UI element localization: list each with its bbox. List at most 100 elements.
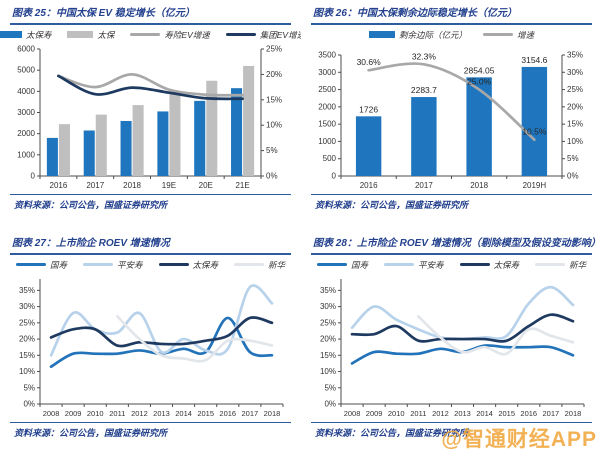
legend-item: 太保 xyxy=(67,29,114,41)
y-left-tick-label: 5000 xyxy=(17,66,35,75)
y-left-tick-label: 0% xyxy=(23,400,35,409)
bar xyxy=(243,65,255,176)
y-left-tick-label: 25% xyxy=(320,318,336,327)
bar xyxy=(58,124,70,176)
y-right-tick-label: 15% xyxy=(567,120,583,129)
figure-27-chart: 0% 5% 10% 15% 20% 25% 30% 35% 2008 2009 2010 2011 20… xyxy=(19,279,284,418)
title-divider xyxy=(10,23,291,25)
x-tick-label: 2008 xyxy=(344,409,361,418)
x-tick-label: 2017 xyxy=(86,181,104,190)
legend-item: 新华 xyxy=(234,259,285,271)
bar xyxy=(169,92,181,176)
x-tick-label: 2009 xyxy=(366,409,383,418)
legend-label: 集团EV增速 xyxy=(259,29,301,40)
legend-bar-swatch xyxy=(67,31,94,38)
x-tick-label: 20E xyxy=(199,181,213,190)
bar xyxy=(132,105,144,176)
legend-item: 新华 xyxy=(535,259,586,271)
legend-item: 国寿 xyxy=(15,259,67,271)
legend-label: 太保寿 xyxy=(192,259,219,270)
y-left-tick-label: 35% xyxy=(320,286,336,295)
y-left-tick-label: 2000 xyxy=(318,102,336,111)
x-tick-label: 2015 xyxy=(197,409,214,418)
legend-line-swatch xyxy=(459,263,490,266)
legend-line-swatch xyxy=(316,263,347,266)
legend-label: 国寿 xyxy=(350,259,368,270)
series-line-2 xyxy=(49,316,274,348)
figure-25-panel: 图表 25：中国太保 EV 稳定增长（亿元） 太保寿 太保 寿险EV增速 集团EV增速… xyxy=(0,0,301,230)
y-left-tick-label: 3500 xyxy=(318,51,336,60)
legend-label: 平安寿 xyxy=(116,259,143,270)
bar-series-1 xyxy=(58,65,255,176)
y-right-tick-label: 10% xyxy=(266,121,282,130)
legend-line-swatch xyxy=(535,263,566,266)
y-left-tick-label: 0% xyxy=(324,400,336,409)
bar-value-label: 2283.7 xyxy=(411,85,437,95)
title-divider xyxy=(311,253,592,255)
line-value-label: 10.5% xyxy=(522,127,547,137)
y-right-tick-label: 0% xyxy=(266,172,278,181)
figure-25-chart: 0 1000 2000 3000 4000 5000 6000 0% 5% 10% 15% 20% 25… xyxy=(17,45,282,191)
series-line-0 xyxy=(367,62,536,142)
y-left-tick-label: 4000 xyxy=(17,87,35,96)
legend-label: 太保 xyxy=(97,29,115,40)
y-right-tick-label: 25% xyxy=(266,45,282,54)
y-left-tick-label: 35% xyxy=(19,286,35,295)
legend-item: 增速 xyxy=(483,29,534,41)
x-tick-label: 21E xyxy=(235,181,249,190)
y-right-tick-label: 25% xyxy=(567,85,583,94)
title-divider xyxy=(10,253,291,255)
legend-label: 增速 xyxy=(517,29,535,40)
legend-item: 太保寿 xyxy=(459,259,519,271)
y-right-tick-label: 15% xyxy=(266,95,282,104)
bar xyxy=(95,114,107,176)
figure-26-title: 图表 26：中国太保剩余边际稳定增长（亿元） xyxy=(313,8,517,19)
legend-label: 平安寿 xyxy=(417,259,444,270)
legend-line-swatch xyxy=(383,263,414,266)
series-line-3 xyxy=(115,314,274,363)
figure-28-panel: 图表 28：上市险企 ROEV 增速情况（剔除模型及假设变动影响） 国寿 平安寿 太… xyxy=(301,230,602,456)
x-tick-label: 2018 xyxy=(123,181,141,190)
x-tick-label: 2018 xyxy=(264,409,281,418)
x-tick-label: 2016 xyxy=(219,409,236,418)
legend-bar-swatch xyxy=(368,31,395,38)
x-tick-label: 2009 xyxy=(65,409,82,418)
legend-line-swatch xyxy=(158,263,189,266)
y-left-tick-label: 5% xyxy=(23,383,35,392)
legend-bar-swatch xyxy=(0,31,22,38)
y-left-tick-label: 6000 xyxy=(17,45,35,54)
series-line-0 xyxy=(57,73,244,97)
y-left-tick-label: 0 xyxy=(332,172,337,181)
bar xyxy=(83,130,95,176)
legend-label: 太保寿 xyxy=(25,29,52,40)
figure-25-source: 资料来源：公司公告，国盛证券研究所 xyxy=(14,200,168,210)
y-left-tick-label: 5% xyxy=(324,383,336,392)
y-left-tick-label: 10% xyxy=(320,367,336,376)
legend-line-swatch xyxy=(234,263,265,266)
source-divider xyxy=(311,194,592,195)
x-tick-label: 2010 xyxy=(87,409,104,418)
y-left-tick-label: 25% xyxy=(19,318,35,327)
series-line-0 xyxy=(350,344,575,365)
y-right-tick-label: 35% xyxy=(567,51,583,60)
figure-27-title: 图表 27：上市险企 ROEV 增速情况 xyxy=(12,238,170,249)
bar xyxy=(521,66,548,176)
bar-value-label: 2854.05 xyxy=(464,65,495,75)
x-tick-label: 2014 xyxy=(175,409,192,418)
y-left-tick-label: 3000 xyxy=(17,108,35,117)
legend-line-swatch xyxy=(130,33,161,36)
figure-28-source: 资料来源：公司公告，国盛证券研究所 xyxy=(315,428,469,438)
x-tick-label: 2011 xyxy=(410,409,426,418)
series-line-2 xyxy=(350,313,575,343)
legend-label: 剩余边际（亿元） xyxy=(398,29,467,40)
y-right-tick-label: 0% xyxy=(567,172,579,181)
axes: 0% 5% 10% 15% 20% 25% 30% 35% 2008 2009 2010 2011 20… xyxy=(19,279,284,418)
legend-item: 集团EV增速 xyxy=(225,29,301,41)
source-divider xyxy=(311,422,592,423)
figure-25-title: 图表 25：中国太保 EV 稳定增长（亿元） xyxy=(12,8,195,19)
x-tick-label: 2014 xyxy=(476,409,493,418)
y-right-tick-label: 20% xyxy=(567,102,583,111)
legend-line-swatch xyxy=(225,33,256,36)
x-tick-label: 2019H xyxy=(523,181,547,190)
legend-line-swatch xyxy=(82,263,113,266)
